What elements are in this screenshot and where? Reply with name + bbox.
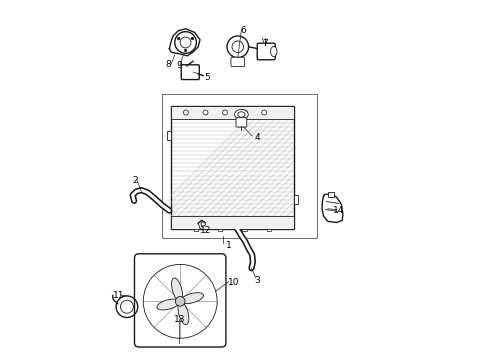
- Bar: [162, 94, 317, 238]
- Circle shape: [191, 37, 194, 40]
- Text: 6: 6: [240, 26, 246, 35]
- Bar: [171, 106, 294, 119]
- Ellipse shape: [178, 302, 189, 325]
- FancyBboxPatch shape: [134, 254, 226, 347]
- Ellipse shape: [181, 293, 203, 303]
- Text: 5: 5: [204, 73, 210, 82]
- Bar: [171, 216, 294, 229]
- Text: 4: 4: [255, 133, 260, 142]
- Ellipse shape: [172, 278, 182, 301]
- Text: 10: 10: [228, 278, 240, 287]
- FancyBboxPatch shape: [257, 43, 275, 60]
- Bar: [243, 229, 247, 231]
- Bar: [328, 192, 334, 197]
- FancyBboxPatch shape: [236, 118, 247, 127]
- Ellipse shape: [235, 109, 248, 120]
- Text: 12: 12: [200, 226, 211, 235]
- Text: 2: 2: [132, 176, 138, 185]
- Bar: [194, 229, 198, 231]
- Circle shape: [175, 297, 185, 306]
- Bar: [267, 229, 271, 231]
- Polygon shape: [322, 194, 343, 222]
- Text: 7: 7: [262, 39, 268, 48]
- FancyBboxPatch shape: [231, 57, 245, 67]
- Text: 13: 13: [174, 315, 185, 324]
- Text: 3: 3: [255, 276, 261, 285]
- Ellipse shape: [157, 299, 180, 310]
- Text: 9: 9: [176, 61, 182, 70]
- Bar: [171, 106, 294, 229]
- Bar: [294, 195, 298, 204]
- Bar: [167, 131, 171, 140]
- Bar: [218, 229, 222, 231]
- Text: 11: 11: [113, 292, 124, 300]
- Text: 14: 14: [333, 206, 344, 215]
- FancyBboxPatch shape: [181, 65, 199, 80]
- Text: 1: 1: [226, 241, 232, 250]
- Text: 8: 8: [166, 60, 171, 69]
- Ellipse shape: [270, 46, 277, 57]
- Ellipse shape: [238, 112, 245, 117]
- Circle shape: [184, 49, 187, 52]
- Circle shape: [177, 37, 180, 40]
